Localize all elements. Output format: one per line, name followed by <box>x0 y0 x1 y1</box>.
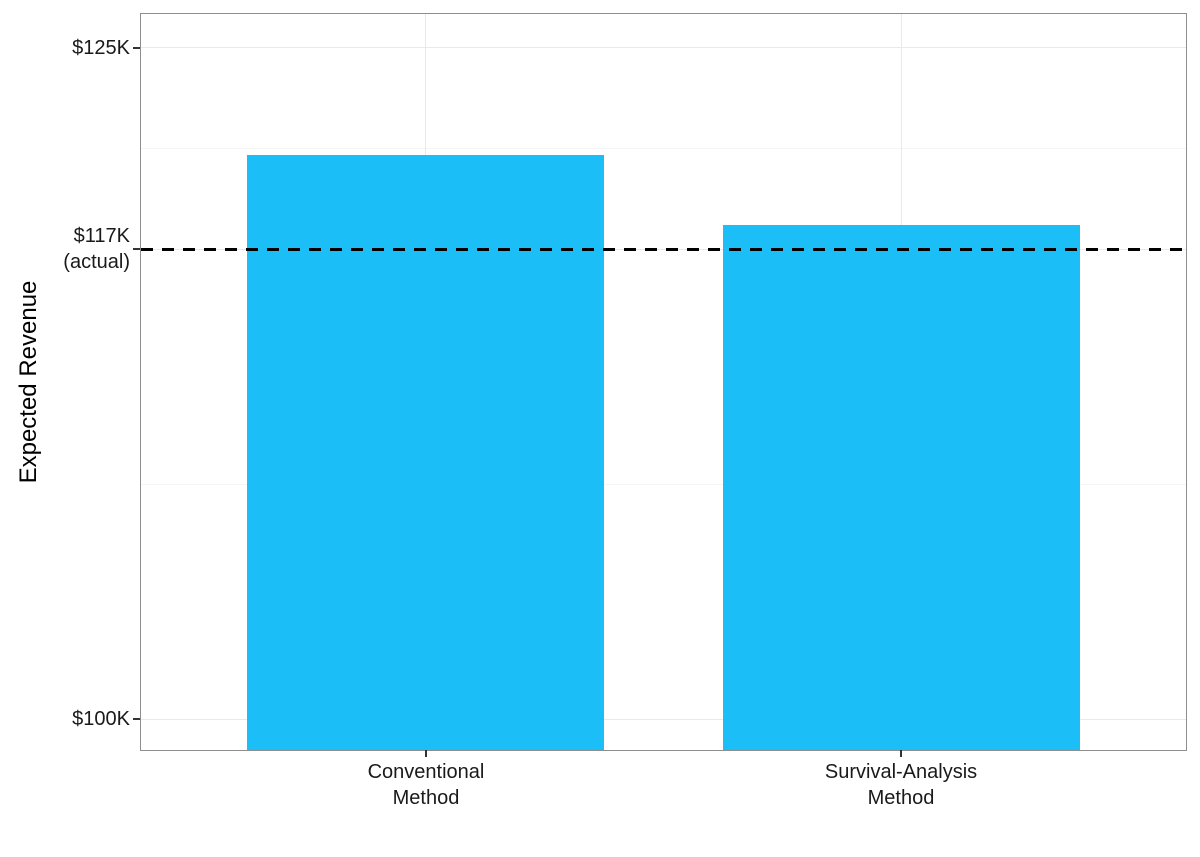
y-axis-title: Expected Revenue <box>15 280 42 484</box>
y-axis-tick-label: $100K <box>72 708 130 731</box>
y-major-gridline <box>141 47 1186 49</box>
y-axis-tick-label: $117K (actual) <box>63 225 130 274</box>
y-minor-gridline <box>141 483 1186 485</box>
actual-revenue-reference-line <box>141 247 1186 251</box>
y-axis-tick-label: $125K <box>72 36 130 59</box>
y-axis-tick <box>133 718 140 721</box>
y-major-gridline <box>141 718 1186 720</box>
y-axis-tick <box>133 46 140 49</box>
x-axis-tick-label: Survival-Analysis Method <box>824 761 978 809</box>
bar-conventional-method <box>247 155 605 750</box>
x-axis-tick <box>900 750 903 757</box>
bar-survival-analysis-method <box>722 224 1080 750</box>
x-axis-tick-label: Conventional Method <box>367 761 485 809</box>
y-axis-tick <box>133 248 140 251</box>
plot-panel <box>141 14 1186 750</box>
y-minor-gridline <box>141 147 1186 149</box>
x-axis-tick <box>424 750 427 757</box>
